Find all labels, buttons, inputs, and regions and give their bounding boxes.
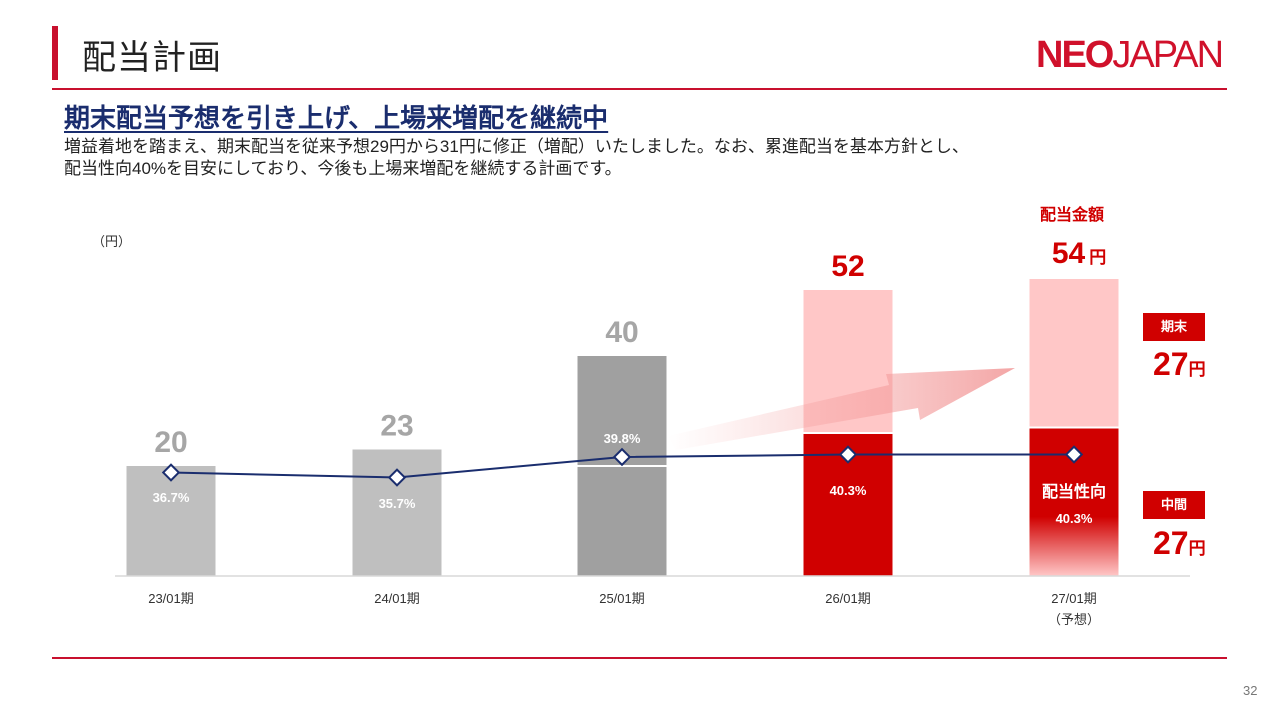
payout-ratio-marker-27/01期 [1064,445,1084,464]
payout-ratio-marker-26/01期 [838,445,858,464]
payout-ratio-label-26/01期: 40.3% [830,483,867,498]
x-tick-24/01期: 24/01期 [374,591,420,606]
total-label-unit: 円 [1089,248,1106,267]
description-line-2: 配当性向40%を目安にしており、今後も上場来増配を継続する計画です。 [64,159,622,178]
x-tick-23/01期: 23/01期 [148,591,194,606]
payout-ratio-marker-24/01期 [387,468,407,487]
payout-ratio-label-23/01期: 36.7% [153,490,190,505]
x-tick-note: （予想） [1048,612,1100,627]
description-line-1: 増益着地を踏まえ、期末配当を従来予想29円から31円に修正（増配）いたしました。… [64,137,969,156]
bar-total-23/01期 [126,466,216,576]
header-divider [52,88,1227,90]
page-number: 32 [1243,683,1258,698]
y-unit-label: （円） [92,234,131,249]
payout-ratio-label-25/01期: 39.8% [604,431,641,446]
x-tick-25/01期: 25/01期 [599,591,645,606]
total-label-26/01期: 52 [831,250,864,283]
footer-divider [52,657,1227,659]
interim-value-unit: 円 [1188,539,1206,558]
year-end-value-number: 27 [1153,346,1189,382]
payout-ratio-marker-23/01期 [161,463,181,482]
neojapan-logo: NEOJAPAN [1036,34,1224,77]
payout-ratio-marker-25/01期 [612,447,632,467]
growth-arrow-icon [668,368,1015,450]
payout-ratio-label-27/01期: 40.3% [1056,511,1093,526]
x-tick-27/01期: 27/01期 [1051,591,1097,606]
slide-title: 配当計画 [82,39,222,77]
x-tick-26/01期: 26/01期 [825,591,871,606]
logo-neo-text: NEO [1036,34,1114,76]
headline: 期末配当予想を引き上げ、上場来増配を継続中 [64,103,609,133]
interim-value-number: 27 [1153,525,1189,561]
logo-japan-text: JAPAN [1112,34,1224,76]
total-label-27/01期: 54 円 [1052,237,1106,270]
year-end-value: 27円 [1153,346,1206,383]
interim-tag: 中間 [1143,491,1205,519]
dividend-amount-label: 配当金額 [1040,205,1104,224]
description: 増益着地を踏まえ、期末配当を従来予想29円から31円に修正（増配）いたしました。… [64,136,1224,180]
interim-value: 27円 [1153,525,1206,562]
title-accent-bar [52,26,58,80]
payout-series-label: 配当性向 [1042,482,1106,501]
payout-ratio-label-24/01期: 35.7% [379,496,416,511]
year-end-value-unit: 円 [1188,360,1206,379]
total-label-25/01期: 40 [605,316,638,349]
total-label-23/01期: 20 [154,426,187,459]
year-end-tag: 期末 [1143,313,1205,341]
total-label-24/01期: 23 [380,410,413,443]
